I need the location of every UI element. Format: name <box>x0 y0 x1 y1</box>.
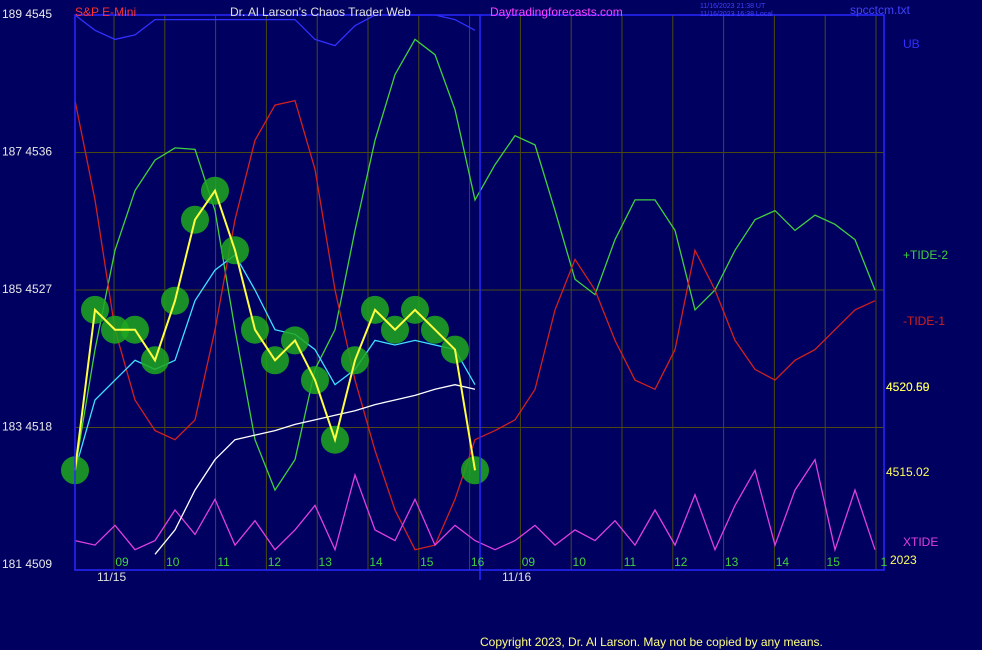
timestamp: 11/16/2023 21:38 UT <box>700 3 766 10</box>
series-line <box>74 188 476 471</box>
price-marker: 4520.60 <box>886 380 930 394</box>
series-label: XTIDE <box>903 535 938 549</box>
x-tick-label: 10 <box>166 555 180 569</box>
x-tick-label: 1 <box>881 555 888 569</box>
site: Daytradingforecasts.com <box>490 5 623 19</box>
series-label: +TIDE-2 <box>903 248 948 262</box>
x-tick-label: 11 <box>624 555 637 569</box>
x-tick-label: 14 <box>369 555 383 569</box>
series-label: UB <box>903 37 920 51</box>
x-tick-label: 15 <box>827 555 841 569</box>
y-tick-label: 189 4545 <box>2 7 52 21</box>
file-name: spcctcm.txt <box>850 3 911 17</box>
series-line <box>74 457 876 553</box>
x-tick-label: 11 <box>217 555 230 569</box>
copyright: Copyright 2023, Dr. Al Larson. May not b… <box>480 635 823 649</box>
price-marker: 4520.59 <box>886 380 930 394</box>
series-label: -TIDE-1 <box>903 314 945 328</box>
instrument: S&P E-Mini <box>75 5 136 19</box>
y-tick-label: 185 4527 <box>2 282 52 296</box>
x-tick-label: 14 <box>776 555 790 569</box>
y-tick-label: 183 4518 <box>2 420 52 434</box>
date-label: 11/15 <box>97 570 126 584</box>
date-label: 11/16 <box>502 570 531 584</box>
x-tick-label: 09 <box>115 555 129 569</box>
year-label: 2023 <box>890 553 917 567</box>
x-tick-label: 15 <box>420 555 434 569</box>
x-tick-label: 12 <box>674 555 688 569</box>
price-marker: 4515.02 <box>886 465 930 479</box>
x-tick-label: 16 <box>471 555 485 569</box>
y-tick-label: 181 4509 <box>2 557 52 571</box>
chart-title: Dr. Al Larson's Chaos Trader Web <box>230 5 411 19</box>
x-tick-label: 12 <box>268 555 282 569</box>
x-tick-label: 13 <box>725 555 739 569</box>
timestamp: 11/16/2023 16:38 Local <box>700 11 773 18</box>
series-line <box>154 384 476 555</box>
series-line <box>74 99 876 551</box>
y-tick-label: 187 4536 <box>2 145 52 159</box>
x-tick-label: 09 <box>522 555 536 569</box>
x-tick-label: 10 <box>573 555 587 569</box>
x-tick-label: 13 <box>319 555 333 569</box>
